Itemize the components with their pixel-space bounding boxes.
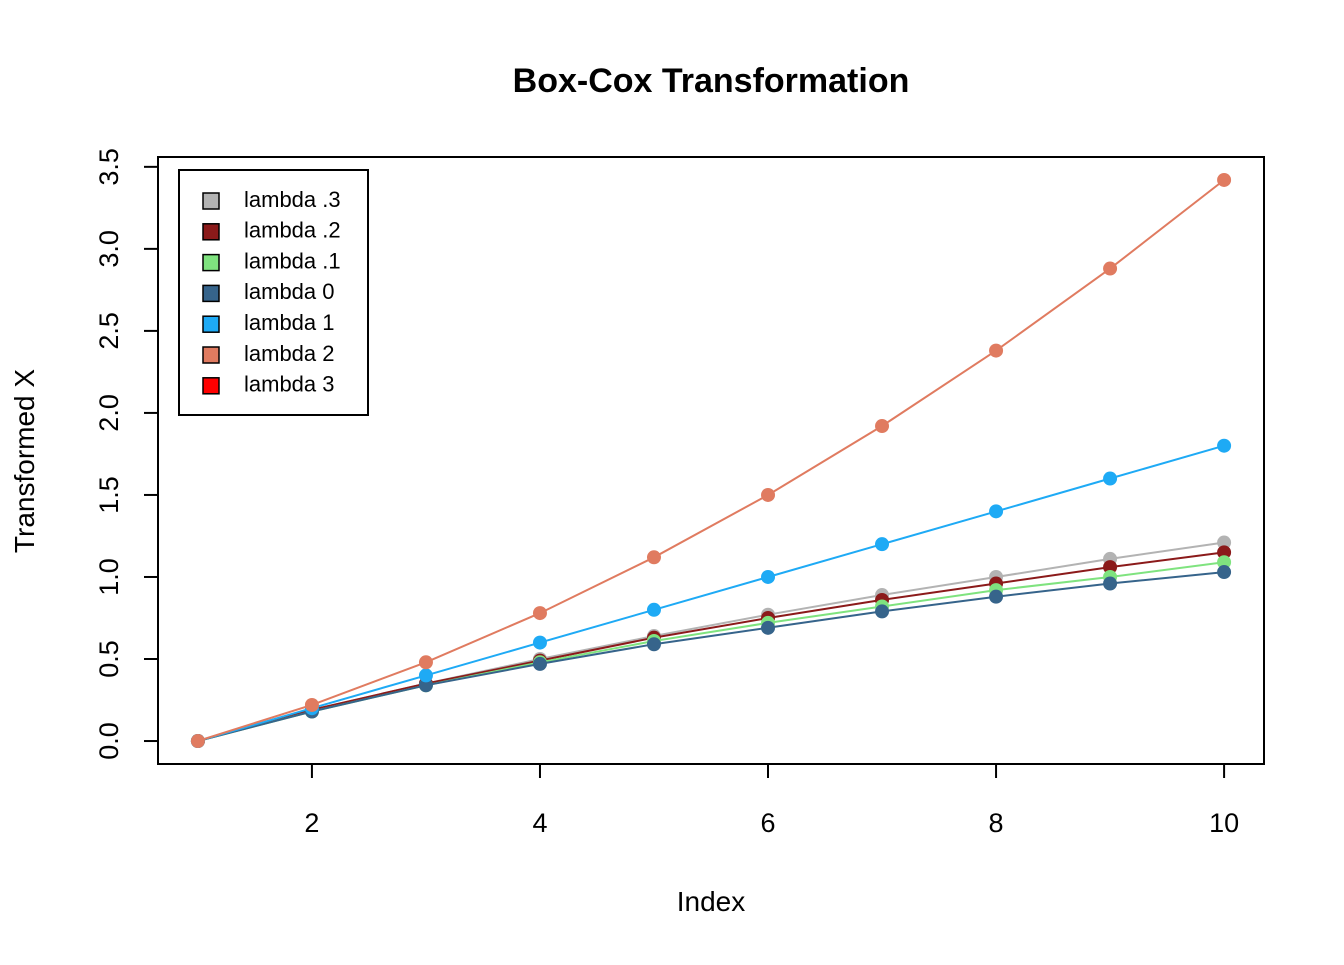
y-tick-label: 1.5	[94, 476, 124, 514]
legend-swatch	[202, 253, 220, 272]
y-tick-label: 0.0	[94, 722, 124, 760]
data-point	[1103, 471, 1118, 486]
series-line	[197, 179, 1225, 742]
legend-label: lambda 3	[244, 372, 335, 397]
chart-title: Box-Cox Transformation	[513, 62, 910, 100]
data-point	[989, 589, 1004, 604]
data-point	[989, 343, 1004, 358]
y-axis: 0.0 0.5 1.0 1.5 2.0 2.5 3.0 3.5	[94, 148, 159, 760]
data-point	[418, 655, 433, 670]
data-point	[1103, 261, 1118, 276]
legend-label: lambda .3	[244, 187, 341, 212]
legend-swatch	[202, 223, 220, 241]
legend-swatch	[202, 315, 220, 333]
legend-label: lambda 2	[244, 341, 335, 366]
data-point	[1217, 565, 1232, 580]
data-point	[1103, 576, 1118, 591]
legend-label: lambda .2	[244, 218, 341, 243]
data-point	[646, 550, 661, 565]
series-lambda-2	[190, 172, 1232, 749]
data-point	[1217, 545, 1232, 560]
y-tick-label: 2.5	[94, 312, 124, 350]
data-point	[418, 678, 433, 693]
series-lambda-2	[190, 545, 1232, 749]
data-point	[1217, 535, 1232, 550]
x-axis: 2 4 6 8 10	[304, 763, 1239, 838]
x-tick-label: 10	[1209, 808, 1239, 838]
legend: lambda .3 lambda .2 lambda .1 lambda 0 lambd…	[178, 169, 369, 416]
legend-swatch	[202, 377, 220, 395]
series-line	[197, 551, 1225, 742]
series-lambda-1	[190, 555, 1232, 749]
y-tick-label: 2.0	[94, 394, 124, 432]
x-axis-label: Index	[677, 886, 746, 917]
data-point	[761, 620, 776, 635]
data-point	[190, 734, 205, 749]
legend-label: lambda .1	[244, 248, 341, 273]
data-point	[1217, 555, 1232, 570]
x-tick-label: 8	[989, 808, 1004, 838]
data-point	[875, 537, 890, 552]
data-point	[532, 606, 547, 621]
data-point	[646, 637, 661, 652]
data-point	[989, 504, 1004, 519]
series-layer	[190, 172, 1232, 749]
x-tick-label: 6	[760, 808, 775, 838]
y-tick-label: 3.0	[94, 230, 124, 268]
legend-swatch	[202, 284, 220, 303]
x-tick-label: 2	[304, 808, 319, 838]
data-point	[875, 604, 890, 619]
series-lambda-3	[190, 535, 1232, 749]
legend-label: lambda 1	[244, 310, 335, 335]
data-point	[875, 419, 890, 434]
y-tick-label: 1.0	[94, 558, 124, 596]
y-tick-label: 0.5	[94, 640, 124, 678]
legend-swatch	[202, 346, 220, 364]
legend-label: lambda 0	[244, 279, 335, 304]
x-tick-label: 4	[532, 808, 547, 838]
data-point	[761, 569, 776, 584]
data-point	[304, 697, 319, 712]
series-line	[197, 571, 1225, 742]
data-point	[761, 487, 776, 502]
data-point	[532, 635, 547, 650]
series-line	[197, 444, 1225, 742]
data-point	[418, 668, 433, 683]
data-point	[1217, 172, 1232, 187]
legend-swatch	[202, 192, 220, 210]
data-point	[532, 656, 547, 671]
data-point	[1103, 560, 1118, 575]
y-axis-label: Transformed X	[9, 369, 40, 553]
data-point	[646, 602, 661, 617]
series-lambda-1	[190, 438, 1232, 749]
y-tick-label: 3.5	[94, 148, 124, 186]
data-point	[1217, 438, 1232, 453]
